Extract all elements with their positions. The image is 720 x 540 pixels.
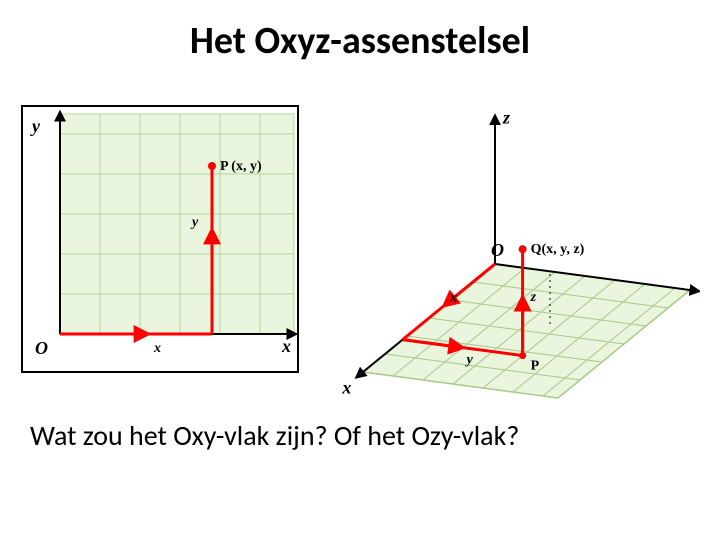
svg-text:y: y <box>30 116 41 136</box>
coord-3d-svg: zyxOxyzQ(x, y, z)P <box>330 104 700 404</box>
svg-text:z: z <box>502 108 510 128</box>
diagram-container: y x Ox y P (x, y) z y x Ox y z Q(x, y, z) P <box>0 64 720 412</box>
svg-text:Q(x, y, z): Q(x, y, z) <box>531 242 585 257</box>
svg-text:O: O <box>491 240 504 260</box>
svg-text:y: y <box>465 353 474 368</box>
svg-text:x: x <box>153 341 161 356</box>
coord-2d-svg: y x Ox y P (x, y) <box>20 104 300 374</box>
svg-text:y: y <box>190 215 199 230</box>
svg-text:x: x <box>449 291 457 306</box>
svg-text:P (x, y): P (x, y) <box>220 159 262 174</box>
svg-text:O: O <box>35 338 48 358</box>
diagram-3d: zyxOxyzQ(x, y, z)P <box>330 104 700 404</box>
question-text: Wat zou het Oxy-vlak zijn? Of het Ozy-vl… <box>0 412 720 453</box>
svg-text:P: P <box>531 359 540 374</box>
svg-text:z: z <box>530 290 537 305</box>
page-title: Het Oxyz-assenstelsel <box>0 0 720 64</box>
diagram-2d: y x Ox y P (x, y) <box>20 104 300 404</box>
svg-text:x: x <box>281 336 291 356</box>
svg-text:x: x <box>341 377 351 397</box>
